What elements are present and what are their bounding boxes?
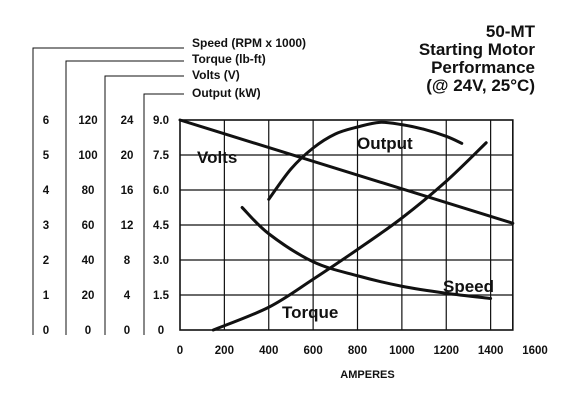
scale-bracket-line [143, 93, 184, 335]
scale-bracket-line [32, 47, 184, 335]
chart-title-line: Performance [431, 58, 535, 77]
chart-title-line: Starting Motor [419, 40, 536, 59]
legend-label: Output (kW) [192, 86, 261, 100]
chart-title-line: (@ 24V, 25°C) [426, 76, 535, 95]
y-tick-label: 4 [43, 185, 50, 197]
y-tick-label: 4 [124, 290, 131, 302]
y-tick-label: 0 [124, 325, 130, 337]
series-line-speed [240, 206, 493, 300]
y-tick-label: 9.0 [153, 115, 169, 127]
y-tick-label: 0 [158, 325, 164, 337]
y-tick-label: 1.5 [153, 290, 170, 302]
y-tick-label: 20 [82, 290, 95, 302]
y-tick-label: 100 [78, 150, 97, 162]
legend-label: Torque (lb-ft) [192, 52, 266, 66]
chart-title-line: 50-MT [486, 22, 536, 41]
y-tick-label: 7.5 [153, 150, 170, 162]
y-tick-label: 3.0 [153, 255, 169, 267]
y-tick-label: 0 [85, 325, 91, 337]
x-axis-title: AMPERES [340, 369, 394, 381]
series-line-torque [211, 141, 488, 332]
y-tick-label: 120 [78, 115, 97, 127]
x-tick-label: 400 [259, 345, 278, 357]
y-tick-label: 20 [121, 150, 134, 162]
series-label-output: Output [357, 134, 413, 153]
y-tick-label: 80 [82, 185, 95, 197]
x-tick-label: 0 [177, 345, 183, 357]
y-tick-label: 0 [43, 325, 49, 337]
x-tick-label: 600 [304, 345, 323, 357]
y-tick-label: 6.0 [153, 185, 169, 197]
y-tick-label: 12 [121, 220, 134, 232]
series-label-torque: Torque [282, 303, 338, 322]
y-tick-label: 2 [43, 255, 49, 267]
series-line-volts [178, 118, 515, 225]
series-line-output [267, 120, 464, 201]
y-tick-label: 60 [82, 220, 95, 232]
series-label-speed: Speed [443, 277, 494, 296]
y-tick-label: 3 [43, 220, 49, 232]
x-tick-label: 800 [348, 345, 367, 357]
series-label-volts: Volts [197, 148, 237, 167]
x-tick-label: 1200 [433, 345, 459, 357]
x-tick-label: 1000 [389, 345, 415, 357]
y-tick-label: 8 [124, 255, 131, 267]
y-tick-label: 4.5 [153, 220, 170, 232]
y-tick-label: 1 [43, 290, 50, 302]
x-tick-label: 1600 [522, 345, 548, 357]
y-tick-label: 24 [121, 115, 134, 127]
legend-label: Speed (RPM x 1000) [192, 36, 306, 50]
y-tick-label: 16 [121, 185, 134, 197]
scale-bracket-line [104, 75, 184, 335]
y-tick-label: 6 [43, 115, 49, 127]
legend-label: Volts (V) [192, 68, 240, 82]
y-tick-label: 40 [82, 255, 95, 267]
scale-bracket-line [65, 60, 184, 335]
x-tick-label: 200 [215, 345, 234, 357]
y-tick-label: 5 [43, 150, 50, 162]
x-tick-label: 1400 [478, 345, 504, 357]
